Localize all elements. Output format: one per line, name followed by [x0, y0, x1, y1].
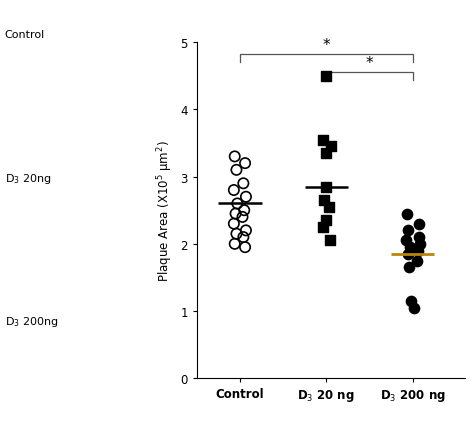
Point: [404, 251, 411, 258]
Y-axis label: Plaque Area (X10$^5$ μm$^2$): Plaque Area (X10$^5$ μm$^2$): [155, 140, 174, 281]
Point: [403, 211, 410, 218]
Point: [232, 211, 239, 218]
Point: [230, 221, 237, 227]
Point: [322, 73, 330, 80]
Point: [241, 160, 249, 167]
Point: [406, 244, 414, 251]
Point: [319, 224, 327, 231]
Text: D$_3$ 200ng: D$_3$ 200ng: [5, 314, 59, 328]
Text: D$_3$ 20ng: D$_3$ 20ng: [5, 172, 52, 186]
Point: [240, 207, 248, 214]
Point: [326, 237, 334, 244]
Point: [405, 227, 412, 234]
Point: [231, 154, 238, 160]
Point: [413, 258, 421, 264]
Point: [320, 197, 328, 204]
Point: [230, 187, 237, 194]
Point: [241, 244, 249, 251]
Point: [414, 248, 422, 255]
Point: [239, 214, 246, 221]
Point: [233, 167, 240, 174]
Point: [242, 194, 250, 201]
Point: [322, 150, 330, 157]
Point: [233, 231, 240, 238]
Text: *: *: [365, 55, 374, 71]
Point: [242, 227, 250, 234]
Point: [407, 298, 415, 305]
Text: Control: Control: [5, 30, 45, 40]
Point: [234, 200, 241, 207]
Point: [325, 204, 333, 211]
Point: [415, 221, 422, 227]
Point: [410, 304, 418, 311]
Point: [322, 217, 330, 224]
Point: [402, 237, 410, 244]
Text: *: *: [322, 37, 330, 52]
Point: [322, 184, 330, 190]
Point: [239, 181, 247, 187]
Point: [239, 234, 247, 241]
Point: [415, 234, 422, 241]
Point: [405, 264, 413, 271]
Point: [319, 137, 327, 144]
Point: [231, 241, 238, 248]
Point: [327, 144, 335, 150]
Point: [416, 241, 423, 248]
